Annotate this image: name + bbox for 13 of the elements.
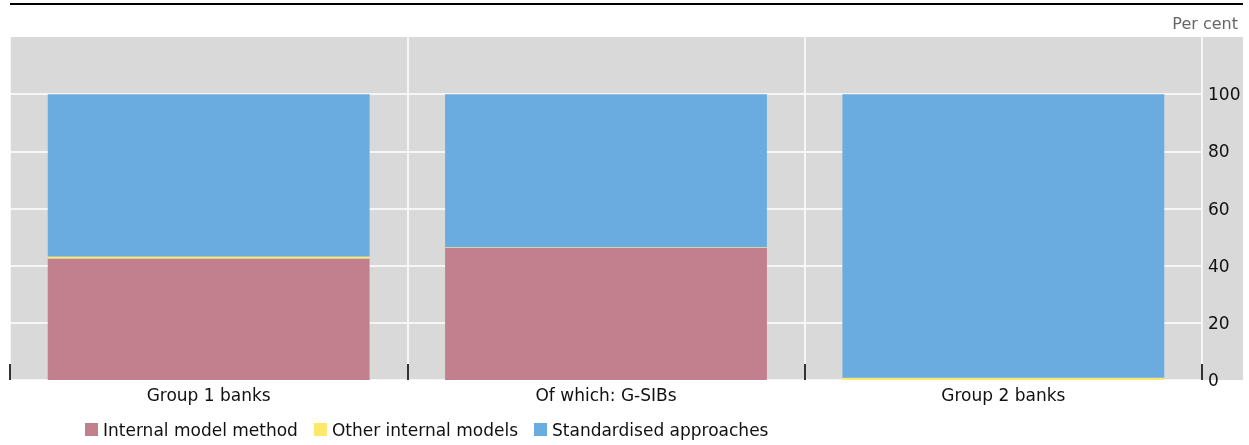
legend-label: Standardised approaches xyxy=(552,419,769,440)
x-tick-label: Of which: G-SIBs xyxy=(535,384,677,405)
legend-label: Other internal models xyxy=(331,419,519,440)
y-tick-label: 60 xyxy=(1208,198,1230,219)
y-tick-label: 40 xyxy=(1208,255,1230,276)
x-tick-label: Group 1 banks xyxy=(146,384,271,405)
y-tick-label: 80 xyxy=(1208,141,1230,162)
y-tick-label: 20 xyxy=(1208,312,1230,333)
legend-label: Internal model method xyxy=(103,419,298,440)
y-axis-title: Per cent xyxy=(1172,13,1238,33)
y-tick-label: 100 xyxy=(1208,84,1241,105)
x-tick-label: Group 2 banks xyxy=(941,384,1066,405)
y-tick-label: 0 xyxy=(1208,370,1219,390)
